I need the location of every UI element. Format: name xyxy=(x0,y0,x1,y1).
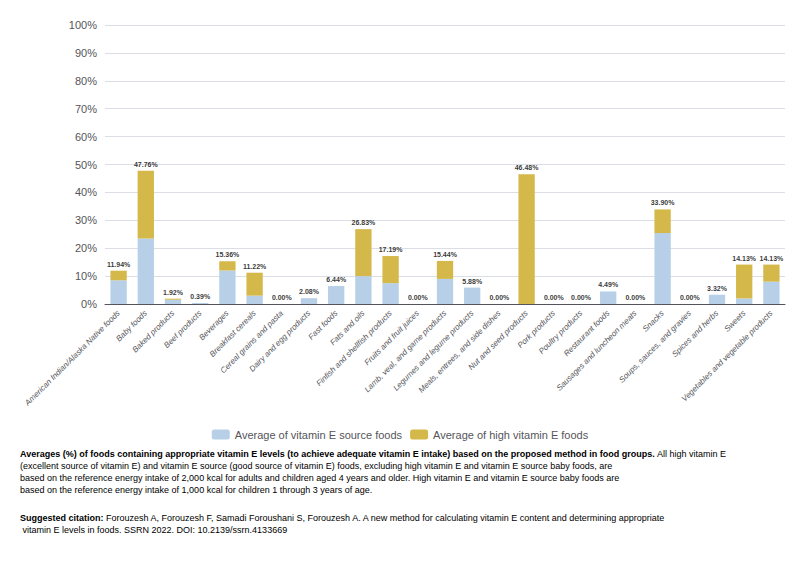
svg-text:All high vitamin E: All high vitamin E xyxy=(655,449,729,459)
svg-text:Dairy and egg products: Dairy and egg products xyxy=(247,309,312,374)
svg-text:33.90%: 33.90% xyxy=(651,199,676,206)
svg-text:Spices and herbs: Spices and herbs xyxy=(670,309,720,359)
svg-text:11.94%: 11.94% xyxy=(107,261,131,268)
svg-text:Pork products: Pork products xyxy=(515,308,557,350)
svg-text:Poultry products: Poultry products xyxy=(537,308,585,356)
svg-text:Beverages: Beverages xyxy=(197,308,231,343)
svg-text:20%: 20% xyxy=(75,242,97,254)
svg-text:Fats and oils: Fats and oils xyxy=(328,308,367,348)
svg-text:Beef products: Beef products xyxy=(162,309,203,350)
svg-text:2.08%: 2.08% xyxy=(299,288,320,295)
svg-text:17.19%: 17.19% xyxy=(379,246,404,253)
svg-text:Snacks: Snacks xyxy=(641,309,666,334)
svg-text:70%: 70% xyxy=(75,103,97,115)
svg-text:Vegetables and vegetable produ: Vegetables and vegetable products xyxy=(680,309,775,404)
svg-text:0.00%: 0.00% xyxy=(408,294,429,301)
svg-text:47.76%: 47.76% xyxy=(134,161,159,168)
svg-text:Sausages and luncheon meats: Sausages and luncheon meats xyxy=(554,308,639,393)
svg-text:based on the reference energy: based on the reference energy intake of … xyxy=(20,485,372,495)
svg-text:Legumes and legume products: Legumes and legume products xyxy=(391,308,476,393)
svg-text:5.88%: 5.88% xyxy=(462,278,483,285)
svg-text:11.22%: 11.22% xyxy=(243,263,267,270)
svg-text:Baby foods: Baby foods xyxy=(114,308,149,344)
svg-text:30%: 30% xyxy=(75,214,97,226)
svg-text:Baked products: Baked products xyxy=(130,308,177,355)
svg-text:1.92%: 1.92% xyxy=(163,289,184,296)
svg-text:0.39%: 0.39% xyxy=(190,293,211,300)
svg-text:Sweets: Sweets xyxy=(723,309,748,334)
svg-text:based on the reference energy: based on the reference energy intake of … xyxy=(20,473,622,483)
svg-text:American Indian/Alaska Native: American Indian/Alaska Native foods xyxy=(22,309,121,408)
svg-text:0.00%: 0.00% xyxy=(571,294,592,301)
svg-text:Lamb, veal, and game products: Lamb, veal, and game products xyxy=(362,308,449,395)
svg-text:Averages (%) of foods containi: Averages (%) of foods containing appropr… xyxy=(20,449,655,459)
svg-text:Restaurant foods: Restaurant foods xyxy=(562,309,611,358)
svg-text:Fruits and fruit juices: Fruits and fruit juices xyxy=(362,308,421,368)
svg-text:26.83%: 26.83% xyxy=(352,219,377,226)
svg-text:0%: 0% xyxy=(81,298,97,310)
svg-text:(excellent source of vitamin E: (excellent source of vitamin E) and vita… xyxy=(20,461,615,471)
svg-text:4.49%: 4.49% xyxy=(598,281,619,288)
svg-text:80%: 80% xyxy=(75,75,97,87)
svg-text:0.00%: 0.00% xyxy=(625,294,646,301)
svg-text:Average of high vitamin E food: Average of high vitamin E foods xyxy=(433,429,589,441)
svg-text:Suggested citation:: Suggested citation: xyxy=(20,513,104,523)
svg-text:100%: 100% xyxy=(69,19,97,31)
svg-text:Finfish and shellfish products: Finfish and shellfish products xyxy=(314,308,394,388)
svg-text:15.36%: 15.36% xyxy=(216,251,241,258)
svg-text:14.13%: 14.13% xyxy=(760,255,785,262)
svg-text:Fast foods: Fast foods xyxy=(306,308,340,342)
svg-text:Breakfast cereals: Breakfast cereals xyxy=(208,309,258,359)
svg-text:60%: 60% xyxy=(75,131,97,143)
svg-text:15.44%: 15.44% xyxy=(433,251,458,258)
svg-text:10%: 10% xyxy=(75,270,97,282)
svg-text:0.00%: 0.00% xyxy=(680,294,701,301)
svg-text:Meals, entrees, and side dishe: Meals, entrees, and side dishes xyxy=(416,308,503,395)
svg-text:6.44%: 6.44% xyxy=(326,276,347,283)
svg-text:Nut and seed products: Nut and seed products xyxy=(466,308,530,372)
svg-text:0.00%: 0.00% xyxy=(489,294,510,301)
svg-text:Forouzesh A, Forouzesh F, Sama: Forouzesh A, Forouzesh F, Samadi Foroush… xyxy=(104,513,665,523)
svg-text:40%: 40% xyxy=(75,186,97,198)
svg-text:90%: 90% xyxy=(75,47,97,59)
svg-text:50%: 50% xyxy=(75,159,97,171)
svg-text:46.48%: 46.48% xyxy=(515,164,540,171)
svg-text:Soups, sauces, and gravies: Soups, sauces, and gravies xyxy=(617,308,693,385)
svg-text:3.32%: 3.32% xyxy=(707,285,728,292)
svg-text:0.00%: 0.00% xyxy=(272,294,293,301)
svg-text:Average of vitamin E source fo: Average of vitamin E source foods xyxy=(235,429,403,441)
svg-text:0.00%: 0.00% xyxy=(544,294,565,301)
svg-text:14.13%: 14.13% xyxy=(732,255,757,262)
svg-text:vitamin E levels in foods. SSR: vitamin E levels in foods. SSRN 2022. DO… xyxy=(20,525,287,535)
svg-text:Cereal grains and pasta: Cereal grains and pasta xyxy=(218,308,285,376)
